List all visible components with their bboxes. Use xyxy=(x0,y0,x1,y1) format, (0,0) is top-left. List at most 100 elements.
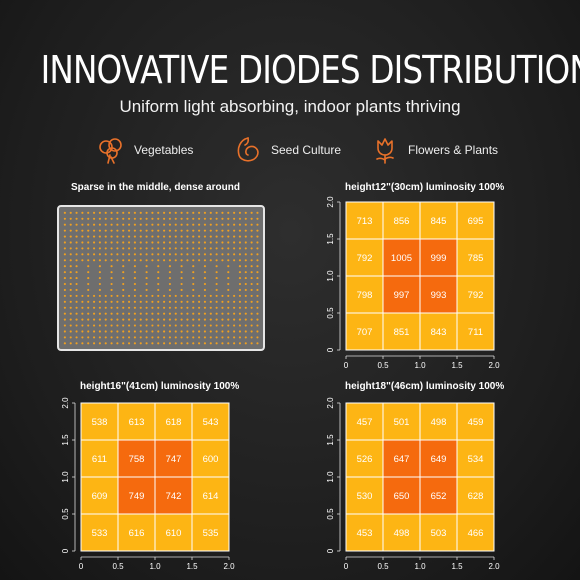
vegetable-icon xyxy=(99,138,122,164)
heatmap-cell-value: 792 xyxy=(468,290,484,301)
heatmap-cell xyxy=(80,402,119,441)
x-tick-label: 1.0 xyxy=(414,361,426,370)
heatmap-cell-value: 792 xyxy=(357,253,373,264)
chart-title-12in: height12"(30cm) luminosity 100% xyxy=(345,182,505,193)
heatmap-cell-value: 652 xyxy=(431,491,447,502)
heatmap-cell-value: 498 xyxy=(394,528,410,539)
heatmap-cell xyxy=(456,402,495,441)
heatmap-cell-value: 616 xyxy=(129,528,145,539)
heatmap-cell-value: 711 xyxy=(468,327,483,338)
heatmap-cell-value: 457 xyxy=(357,417,373,428)
led-board-image xyxy=(57,205,265,351)
heatmap-cell-value: 535 xyxy=(203,528,219,539)
led-dots xyxy=(63,211,259,345)
heatmap-cell-value: 997 xyxy=(394,290,410,301)
heatmap-cell-value: 749 xyxy=(129,491,145,502)
heatmap-cell xyxy=(456,275,495,314)
heatmap-cell xyxy=(345,476,384,515)
heatmap-axes: 0 0.5 1.0 1.5 2.0 0 0.5 1.0 1.5 2.0 xyxy=(326,196,500,370)
heatmap-cell xyxy=(191,513,230,552)
heatmap-cell-value: 707 xyxy=(357,327,373,338)
heatmap-cell-value: 613 xyxy=(129,417,145,428)
x-tick-label: 1.5 xyxy=(451,361,463,370)
heatmap-cell xyxy=(456,439,495,478)
feature-label: Vegetables xyxy=(134,143,194,157)
heatmap-cell xyxy=(419,476,458,515)
heatmap-cell xyxy=(80,513,119,552)
heatmap-cell-value: 453 xyxy=(357,528,373,539)
feature-seed-culture: Seed Culture xyxy=(233,132,341,168)
heatmap-cell xyxy=(419,439,458,478)
heatmap-cell-value: 742 xyxy=(166,491,182,502)
heatmap-cells: 713 856 845 695 792 1005 999 785 798 997 993 792 707… xyxy=(345,201,495,351)
heatmap-cell-value: 538 xyxy=(92,417,108,428)
y-tick-label: 0.5 xyxy=(326,508,335,520)
x-tick-label: 2.0 xyxy=(488,361,500,370)
heatmap-cell-value: 713 xyxy=(357,216,373,227)
heatmap-cell xyxy=(456,513,495,552)
feature-label: Seed Culture xyxy=(271,143,342,157)
x-tick-label: 0.5 xyxy=(112,562,124,571)
x-tick-label: 1.0 xyxy=(149,562,161,571)
heatmap-cell xyxy=(154,439,193,478)
chart-title-16in: height16"(41cm) luminosity 100% xyxy=(80,381,240,392)
heatmap-cell-value: 503 xyxy=(431,528,447,539)
heatmap-cell-value: 530 xyxy=(357,491,373,502)
heatmap-cell xyxy=(456,476,495,515)
flower-icon xyxy=(376,138,394,164)
y-tick-label: 1.0 xyxy=(61,471,70,483)
heatmap-cell-value: 649 xyxy=(431,454,447,465)
y-tick-label: 2.0 xyxy=(61,397,70,409)
heatmap-cell xyxy=(117,439,156,478)
page-subtitle: Uniform light absorbing, indoor plants t… xyxy=(119,97,461,116)
heatmap-cell-value: 609 xyxy=(92,491,108,502)
heatmap-cell xyxy=(345,439,384,478)
heatmap-cell-value: 843 xyxy=(431,327,447,338)
heatmap-cell xyxy=(382,513,421,552)
heatmap-cell-value: 747 xyxy=(166,454,182,465)
y-tick-label: 0 xyxy=(326,548,335,553)
heatmap-cell-value: 614 xyxy=(203,491,219,502)
x-tick-label: 0 xyxy=(344,562,349,571)
heatmap-cell-value: 459 xyxy=(468,417,484,428)
heatmap-cell-value: 534 xyxy=(468,454,484,465)
heatmap-cell xyxy=(456,238,495,277)
heatmap-cell xyxy=(382,402,421,441)
y-tick-label: 1.5 xyxy=(61,434,70,446)
heatmap-cell xyxy=(154,513,193,552)
heatmap-cell xyxy=(382,275,421,314)
heatmap-cell-value: 650 xyxy=(394,491,410,502)
heatmap-cell xyxy=(191,402,230,441)
x-tick-label: 1.0 xyxy=(414,562,426,571)
y-tick-label: 1.0 xyxy=(326,471,335,483)
x-tick-label: 0 xyxy=(79,562,84,571)
heatmap-18in: 457 501 498 459 526 647 649 534 530 650 652 628 453 4… xyxy=(326,397,500,571)
y-tick-label: 1.0 xyxy=(326,270,335,282)
heatmap-cell-value: 856 xyxy=(394,216,410,227)
heatmap-axes: 0 0.5 1.0 1.5 2.0 0 0.5 1.0 1.5 2.0 xyxy=(326,397,500,571)
y-tick-label: 2.0 xyxy=(326,196,335,208)
heatmap-cell xyxy=(117,402,156,441)
heatmap-cells: 538 613 618 543 611 758 747 600 609 749 742 614 533 6… xyxy=(80,402,230,552)
heatmap-axes: 0 0.5 1.0 1.5 2.0 0 0.5 1.0 1.5 2.0 xyxy=(61,397,235,571)
heatmap-cell xyxy=(154,402,193,441)
x-tick-label: 0.5 xyxy=(377,562,389,571)
heatmap-cell-value: 498 xyxy=(431,417,447,428)
heatmap-cell xyxy=(117,476,156,515)
heatmap-cell xyxy=(382,439,421,478)
chart-title-18in: height18"(46cm) luminosity 100% xyxy=(345,381,505,392)
y-tick-label: 1.5 xyxy=(326,233,335,245)
heatmap-cell-value: 1005 xyxy=(391,253,412,264)
heatmap-cell-value: 610 xyxy=(166,528,182,539)
x-tick-label: 0.5 xyxy=(377,361,389,370)
heatmap-cell-value: 501 xyxy=(394,417,410,428)
heatmap-cell xyxy=(456,312,495,351)
heatmap-cell-value: 600 xyxy=(203,454,219,465)
heatmap-cell-value: 845 xyxy=(431,216,447,227)
heatmap-cell xyxy=(382,238,421,277)
heatmap-cell-value: 851 xyxy=(394,327,410,338)
heatmap-cell xyxy=(345,312,384,351)
heatmap-cell-value: 647 xyxy=(394,454,410,465)
heatmap-cell-value: 618 xyxy=(166,417,182,428)
heatmap-cell-value: 798 xyxy=(357,290,373,301)
